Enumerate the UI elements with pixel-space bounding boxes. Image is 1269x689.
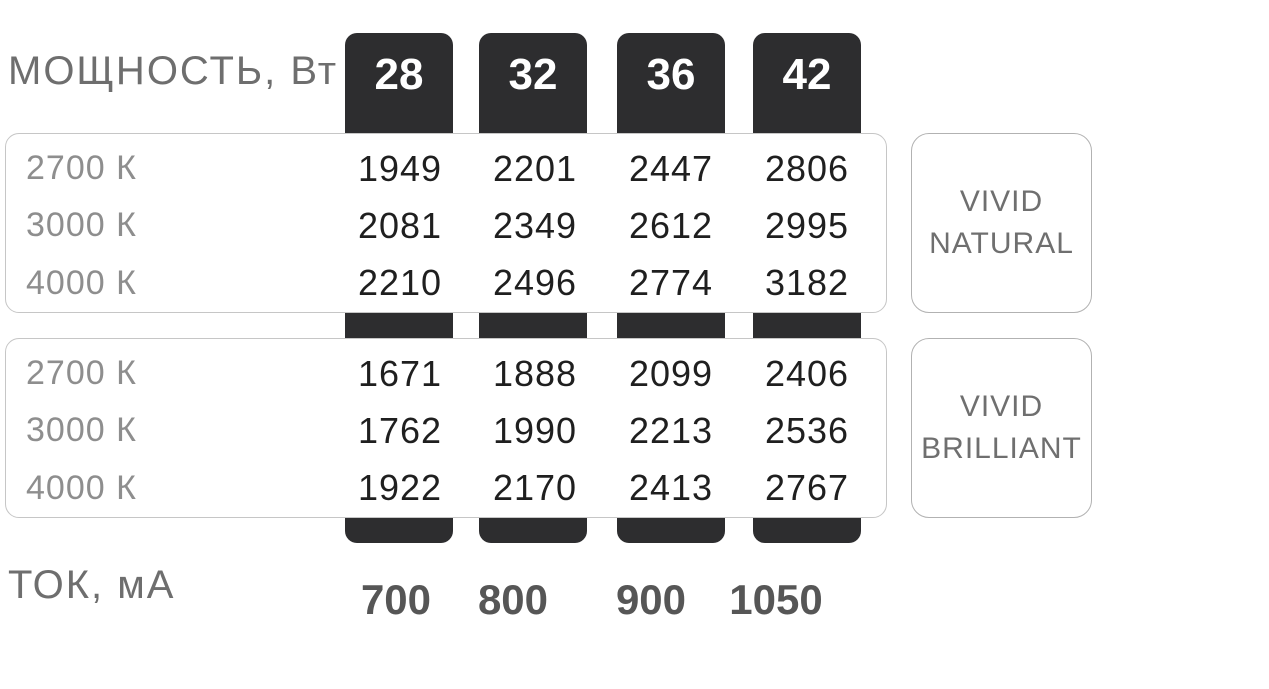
flux-value: 2099 [628, 352, 714, 394]
product-name-line: VIVID [959, 390, 1044, 423]
flux-value: 2774 [628, 262, 714, 304]
flux-value: 2081 [357, 204, 443, 246]
flux-value: 1762 [357, 409, 443, 451]
flux-value: 2170 [492, 467, 578, 509]
color-temp-label: 4000 К [26, 468, 137, 507]
power-axis-label: МОЩНОСТЬ, Вт [8, 49, 339, 93]
color-temp-label: 2700 К [26, 149, 137, 188]
flux-value: 1922 [357, 467, 443, 509]
current-value: 700 [360, 576, 432, 623]
table-row: 2700 К 1949 2201 2447 2806 [6, 140, 886, 197]
current-value: 1050 [729, 576, 823, 623]
color-temp-label: 2700 К [26, 354, 137, 393]
flux-value: 1671 [357, 352, 443, 394]
flux-value: 2496 [492, 262, 578, 304]
product-label-vivid-natural: VIVID NATURAL [911, 133, 1092, 313]
flux-value: 2406 [764, 352, 850, 394]
flux-value: 2413 [628, 467, 714, 509]
power-value: 42 [782, 50, 832, 99]
color-temp-label: 3000 К [26, 411, 137, 450]
product-name-line: VIVID [959, 185, 1044, 218]
current-value: 900 [615, 576, 687, 623]
current-value: 800 [477, 576, 549, 623]
product-name-line: NATURAL [929, 227, 1074, 260]
power-value: 28 [374, 50, 424, 99]
flux-value: 2201 [492, 147, 578, 189]
flux-value: 2995 [764, 204, 850, 246]
color-temp-label: 4000 К [26, 263, 137, 302]
table-row: 3000 К 2081 2349 2612 2995 [6, 197, 886, 254]
flux-value: 3182 [764, 262, 850, 304]
table-row: 4000 К 1922 2170 2413 2767 [6, 460, 886, 517]
power-value: 32 [508, 50, 558, 99]
flux-value: 2767 [764, 467, 850, 509]
vivid-natural-table: 2700 К 1949 2201 2447 2806 3000 К 2081 2… [5, 133, 887, 313]
flux-value: 2349 [492, 204, 578, 246]
flux-value: 2612 [628, 204, 714, 246]
power-value: 36 [646, 50, 696, 99]
flux-value: 2210 [357, 262, 443, 304]
flux-value: 2213 [628, 409, 714, 451]
vivid-brilliant-table: 2700 К 1671 1888 2099 2406 3000 К 1762 1… [5, 338, 887, 518]
table-row: 3000 К 1762 1990 2213 2536 [6, 402, 886, 459]
product-label-vivid-brilliant: VIVID BRILLIANT [911, 338, 1092, 518]
table-row: 4000 К 2210 2496 2774 3182 [6, 255, 886, 312]
color-temp-label: 3000 К [26, 206, 137, 245]
product-name-line: BRILLIANT [921, 432, 1082, 465]
flux-value: 2447 [628, 147, 714, 189]
current-axis-label: ТОК, мА [8, 563, 176, 607]
flux-value: 1888 [492, 352, 578, 394]
flux-value: 1990 [492, 409, 578, 451]
table-row: 2700 К 1671 1888 2099 2406 [6, 345, 886, 402]
flux-value: 2536 [764, 409, 850, 451]
flux-value: 2806 [764, 147, 850, 189]
flux-value: 1949 [357, 147, 443, 189]
